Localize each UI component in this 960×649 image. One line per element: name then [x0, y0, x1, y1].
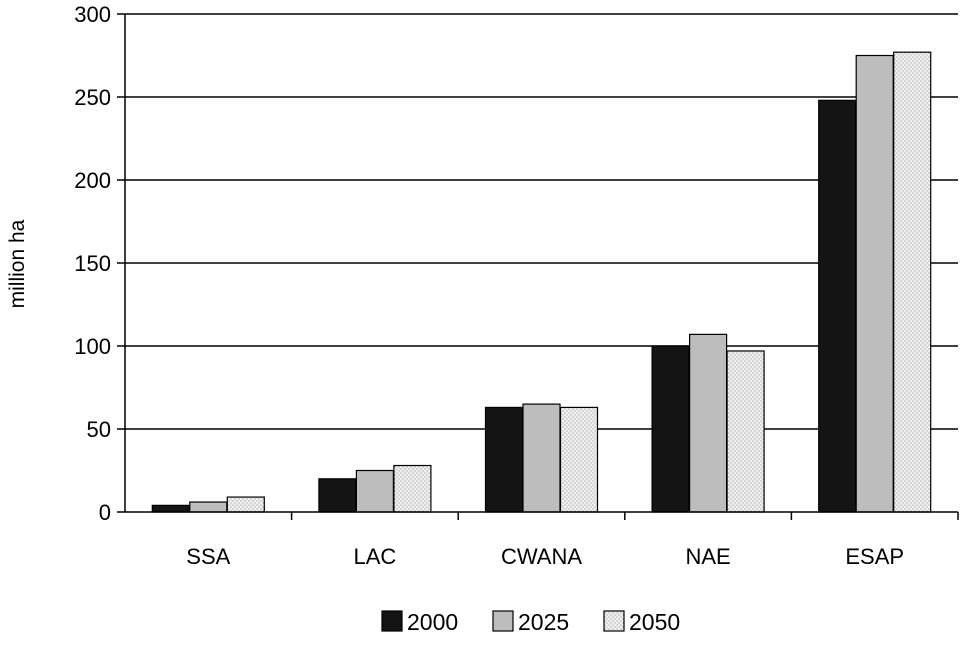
- x-tick-label: LAC: [354, 544, 397, 569]
- y-tick-label: 300: [74, 2, 111, 27]
- bar-lac-2025: [355, 469, 394, 513]
- legend-swatch-2000: [381, 610, 403, 632]
- bar-cwana-2000: [484, 406, 524, 513]
- bar-esap-2000: [818, 99, 857, 513]
- legend-label-2025: 2025: [518, 609, 569, 635]
- bar-ssa-2025: [189, 501, 228, 513]
- y-tick-label: 50: [87, 417, 111, 442]
- x-tick-label: ESAP: [845, 544, 904, 569]
- bars: [151, 51, 932, 513]
- bar-ssa-2050: [226, 496, 265, 513]
- x-tick-label: CWANA: [501, 544, 582, 569]
- bar-cwana-2050: [559, 406, 599, 513]
- y-axis-label: million ha: [6, 219, 29, 308]
- bar-cwana-2025: [522, 403, 561, 513]
- x-tick-label: SSA: [186, 544, 230, 569]
- bar-ssa-2000: [151, 504, 190, 513]
- y-tick-label: 150: [74, 251, 111, 276]
- bar-esap-2050: [893, 51, 932, 513]
- y-tick-label: 250: [74, 85, 111, 110]
- y-tick-label: 0: [99, 500, 111, 525]
- axes: 0 50 100 150 200 250 300 SSA LAC CWANA NAE ESAP: [74, 2, 959, 569]
- bar-lac-2050: [393, 464, 432, 513]
- y-tick-label: 100: [74, 334, 111, 359]
- legend-label-2050: 2050: [629, 609, 680, 635]
- bar-lac-2000: [318, 478, 357, 513]
- legend-swatch-2025: [492, 610, 514, 632]
- bar-esap-2025: [855, 54, 894, 513]
- bar-nae-2000: [651, 345, 690, 513]
- legend-label-2000: 2000: [407, 609, 458, 635]
- legend: 2000 2025 2050: [381, 609, 680, 635]
- x-tick-label: NAE: [685, 544, 730, 569]
- legend-swatch-2050: [603, 610, 625, 632]
- y-tick-label: 200: [74, 168, 111, 193]
- bar-nae-2025: [688, 333, 728, 513]
- bar-nae-2050: [726, 350, 765, 513]
